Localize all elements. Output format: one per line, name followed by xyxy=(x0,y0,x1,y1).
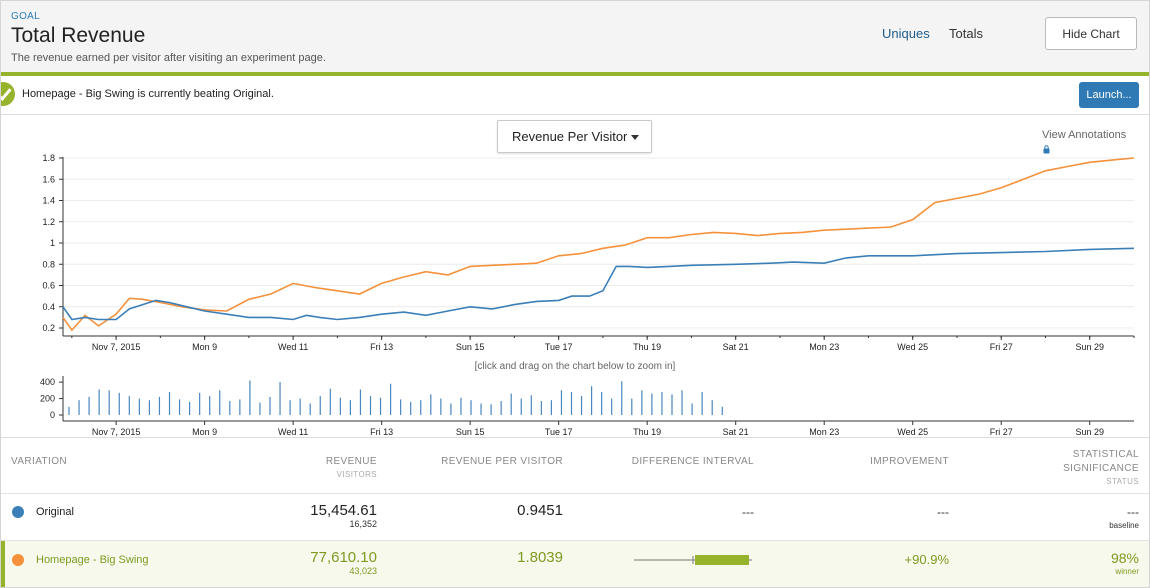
y-tick-label: 1 xyxy=(50,238,55,248)
chart-area: Revenue Per Visitor View Annotations 0.2… xyxy=(1,115,1149,437)
variation-color-dot xyxy=(12,554,24,566)
col-header-difference: DIFFERENCE INTERVAL xyxy=(631,456,754,467)
x-tick-label: Fri 13 xyxy=(370,342,393,352)
bar-x-tick-label: Wed 25 xyxy=(897,427,928,437)
status-value: winner xyxy=(1115,567,1139,576)
col-header-variation: VARIATION xyxy=(11,456,68,467)
checkmark-icon xyxy=(1,82,15,106)
x-tick-label: Wed 25 xyxy=(897,342,928,352)
bar-x-tick-label: Sat 21 xyxy=(723,427,749,437)
winner-message: Homepage - Big Swing is currently beatin… xyxy=(22,88,274,100)
zoom-hint: [click and drag on the chart below to zo… xyxy=(475,361,676,372)
variation-color-dot xyxy=(12,506,24,518)
y-tick-label: 0.8 xyxy=(42,259,55,269)
col-header-rpv: REVENUE PER VISITOR xyxy=(441,456,563,467)
y-tick-label: 0.4 xyxy=(42,302,55,312)
view-annotations-link[interactable]: View Annotations xyxy=(1042,129,1127,141)
rpv-value: 1.8039 xyxy=(517,549,563,566)
visitors-value: 16,352 xyxy=(349,519,377,529)
caret-down-icon xyxy=(631,135,639,140)
tab-uniques[interactable]: Uniques xyxy=(882,26,930,41)
difference-interval-bar xyxy=(634,555,752,565)
page-subtitle: The revenue earned per visitor after vis… xyxy=(11,52,326,64)
tab-totals[interactable]: Totals xyxy=(949,26,983,41)
col-header-significance-2: SIGNIFICANCE xyxy=(1063,463,1139,474)
bar-x-tick-label: Thu 19 xyxy=(633,427,661,437)
y-tick-label: 0.2 xyxy=(42,323,55,333)
significance-value: 98% xyxy=(1110,550,1139,566)
x-tick-label: Tue 17 xyxy=(545,342,573,352)
bar-x-tick-label: Fri 13 xyxy=(370,427,393,437)
bar-x-tick-label: Mon 9 xyxy=(192,427,217,437)
significance-value: --- xyxy=(1127,505,1139,519)
bar-x-tick-label: Mon 23 xyxy=(809,427,839,437)
x-tick-label: Wed 11 xyxy=(278,342,308,352)
variation-name: Original xyxy=(36,506,74,518)
metric-dropdown[interactable]: Revenue Per Visitor xyxy=(497,120,652,153)
status-value: baseline xyxy=(1109,521,1139,530)
series-line-homepage-big-swing xyxy=(62,157,1135,332)
winner-accent-bar xyxy=(1,72,1149,76)
improvement-value: --- xyxy=(937,505,949,519)
x-tick-label: Mon 9 xyxy=(192,342,217,352)
launch-button[interactable]: Launch... xyxy=(1079,82,1139,108)
col-header-significance-1: STATISTICAL xyxy=(1072,449,1139,460)
improvement-value: +90.9% xyxy=(904,552,949,567)
bar-y-tick-label: 400 xyxy=(40,377,55,387)
results-table: VARIATION REVENUE VISITORS REVENUE PER V… xyxy=(1,437,1149,587)
bar-x-tick-label: Nov 7, 2015 xyxy=(92,427,141,437)
winner-banner: Homepage - Big Swing is currently beatin… xyxy=(1,76,1149,115)
revenue-value: 77,610.10 xyxy=(310,549,377,566)
x-tick-label: Nov 7, 2015 xyxy=(92,342,141,352)
bar-x-tick-label: Sun 15 xyxy=(456,427,485,437)
hide-chart-button[interactable]: Hide Chart xyxy=(1045,17,1137,50)
visitors-value: 43,023 xyxy=(349,566,377,576)
col-header-status: STATUS xyxy=(1106,477,1139,486)
goal-link[interactable]: GOAL xyxy=(11,11,40,22)
bar-y-tick-label: 200 xyxy=(40,394,55,404)
col-header-visitors: VISITORS xyxy=(336,470,377,479)
col-header-revenue: REVENUE xyxy=(325,456,377,467)
y-tick-label: 1.6 xyxy=(42,174,55,184)
lock-icon[interactable] xyxy=(1043,145,1050,154)
revenue-per-visitor-line-chart[interactable]: 0.2 0.4 0.6 0.8 1 1.2 1.4 1.6 1.8 Nov 7, 2015 Mon … xyxy=(1,115,1149,437)
x-tick-label: Sun 29 xyxy=(1075,342,1104,352)
x-tick-label: Sat 21 xyxy=(723,342,749,352)
variation-name: Homepage - Big Swing xyxy=(36,554,149,566)
goal-header: GOAL Total Revenue The revenue earned pe… xyxy=(1,1,1149,72)
x-tick-label: Mon 23 xyxy=(809,342,839,352)
y-tick-label: 0.6 xyxy=(42,281,55,291)
metric-dropdown-label: Revenue Per Visitor xyxy=(512,129,628,144)
y-tick-label: 1.2 xyxy=(42,217,55,227)
x-tick-label: Fri 27 xyxy=(990,342,1013,352)
rpv-value: 0.9451 xyxy=(517,502,563,519)
table-row-homepage-big-swing[interactable]: Homepage - Big Swing 77,610.10 43,023 1.… xyxy=(1,540,1149,587)
y-tick-label: 1.8 xyxy=(42,153,55,163)
page-title: Total Revenue xyxy=(11,24,146,47)
bar-x-tick-label: Sun 29 xyxy=(1075,427,1104,437)
col-header-improvement: IMPROVEMENT xyxy=(870,456,949,467)
difference-interval-value: --- xyxy=(742,505,754,519)
y-tick-label: 1.4 xyxy=(42,196,55,206)
series-line-original xyxy=(62,247,1135,321)
revenue-value: 15,454.61 xyxy=(310,502,377,519)
bar-x-tick-label: Fri 27 xyxy=(990,427,1013,437)
bar-y-tick-label: 0 xyxy=(50,410,55,420)
table-row-original[interactable]: Original 15,454.61 16,352 0.9451 --- ---… xyxy=(1,493,1149,541)
bar-x-tick-label: Tue 17 xyxy=(545,427,573,437)
x-tick-label: Sun 15 xyxy=(456,342,485,352)
bar-x-tick-label: Wed 11 xyxy=(278,427,308,437)
winner-row-accent xyxy=(1,541,5,587)
x-tick-label: Thu 19 xyxy=(633,342,661,352)
